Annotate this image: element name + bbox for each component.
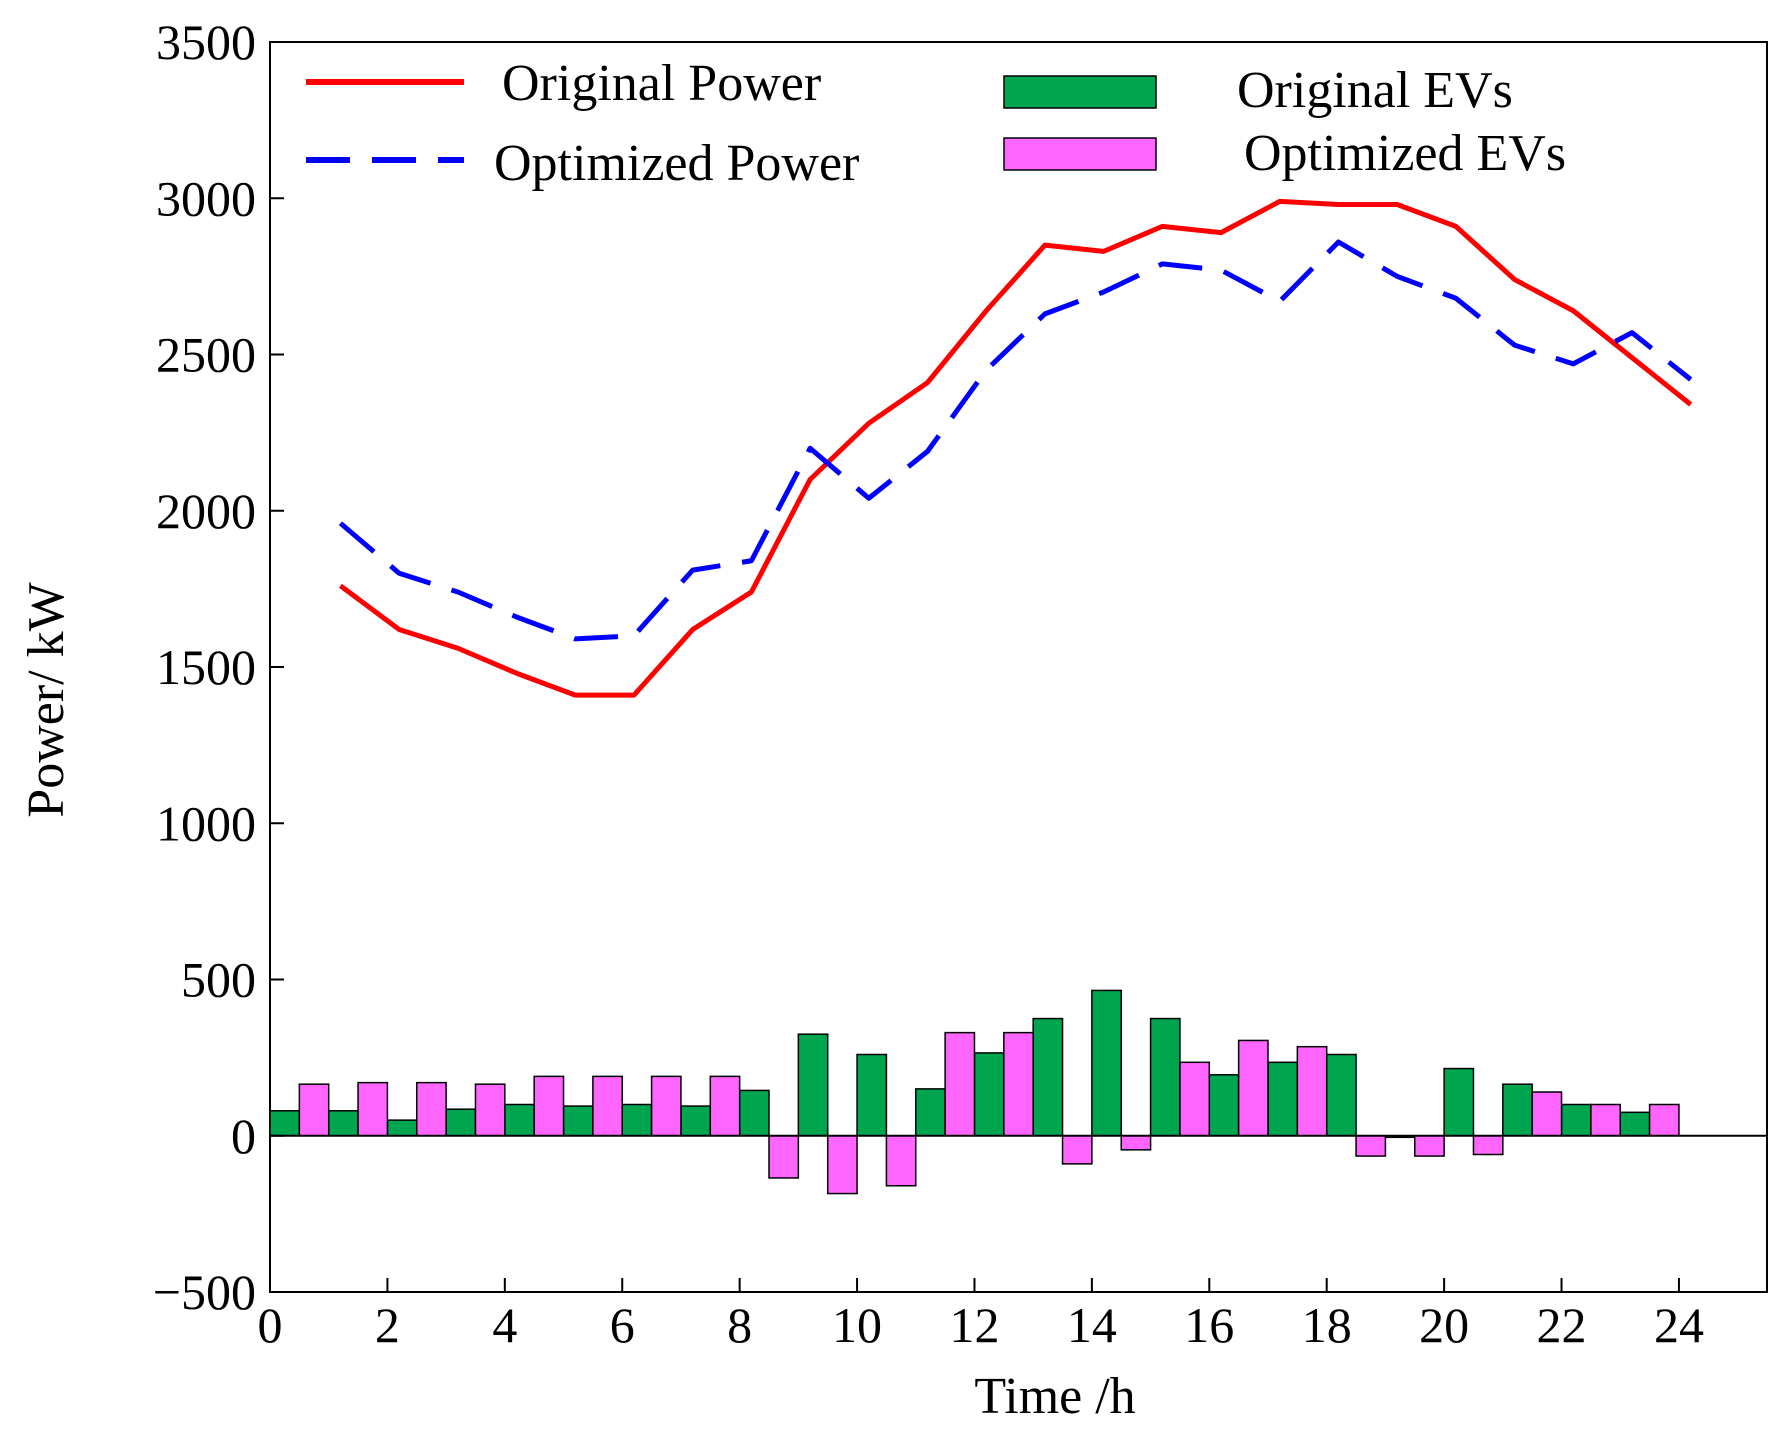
y-tick-label: 1000 [156,795,256,851]
bar-optimized-evs-18 [1297,1047,1326,1136]
y-tick-label: −500 [153,1264,256,1320]
x-tick-label: 22 [1537,1297,1587,1353]
bar-optimized-evs-21 [1473,1136,1502,1155]
bar-original-evs-9 [740,1090,769,1135]
y-tick-label: 2000 [156,483,256,539]
line-original-power [340,201,1690,695]
x-tick-label: 14 [1067,1297,1117,1353]
bar-original-evs-22 [1503,1084,1532,1136]
x-tick-label: 8 [727,1297,752,1353]
y-tick-label: 0 [231,1108,256,1164]
x-tick-label: 24 [1654,1297,1704,1353]
bar-optimized-evs-5 [534,1076,563,1135]
x-axis-title: Time /h [974,1368,1135,1425]
legend-label-original-power: Original Power [502,55,821,112]
x-tick-label: 2 [375,1297,400,1353]
bar-original-evs-1 [270,1111,299,1136]
bar-original-evs-5 [505,1105,534,1136]
line-optimized-power [340,242,1690,639]
bar-original-evs-8 [681,1106,710,1136]
bar-optimized-evs-6 [593,1076,622,1135]
x-tick-label: 0 [258,1297,283,1353]
legend-swatch-optimized-evs [1004,138,1156,170]
bar-optimized-evs-8 [710,1076,739,1135]
y-tick-label: 2500 [156,327,256,383]
bar-original-evs-17 [1209,1075,1238,1136]
bar-optimized-evs-11 [886,1136,915,1186]
bar-original-evs-19 [1327,1055,1356,1136]
y-tick-label: 500 [181,952,256,1008]
bar-original-evs-12 [916,1089,945,1136]
bar-optimized-evs-22 [1532,1092,1561,1136]
bar-original-evs-15 [1092,990,1121,1135]
bar-optimized-evs-3 [417,1083,446,1136]
x-tick-label: 4 [492,1297,517,1353]
legend-swatch-original-evs [1004,76,1156,108]
bar-original-evs-21 [1444,1069,1473,1136]
x-tick-label: 20 [1419,1297,1469,1353]
bar-original-evs-24 [1620,1112,1649,1135]
bar-original-evs-18 [1268,1062,1297,1135]
bar-original-evs-6 [564,1106,593,1136]
bar-original-evs-3 [387,1120,416,1136]
bar-original-evs-4 [446,1109,475,1136]
x-tick-label: 10 [832,1297,882,1353]
bar-optimized-evs-14 [1063,1136,1092,1164]
bar-optimized-evs-20 [1415,1136,1444,1156]
bar-optimized-evs-19 [1356,1136,1385,1156]
bar-optimized-evs-4 [475,1084,504,1136]
bar-original-evs-10 [798,1034,827,1136]
x-tick-label: 12 [949,1297,999,1353]
legend: Original Power Optimized Power Original … [306,55,1566,192]
bar-optimized-evs-9 [769,1136,798,1178]
y-tick-label: 3500 [156,14,256,70]
legend-label-optimized-evs: Optimized EVs [1244,125,1566,182]
bar-optimized-evs-23 [1591,1105,1620,1136]
y-tick-label: 3000 [156,170,256,226]
bar-original-evs-14 [1033,1019,1062,1136]
x-tick-label: 6 [610,1297,635,1353]
bar-optimized-evs-17 [1239,1040,1268,1135]
bar-optimized-evs-15 [1121,1136,1150,1150]
bar-original-evs-2 [329,1111,358,1136]
lines-layer [340,201,1690,695]
bar-optimized-evs-12 [945,1033,974,1136]
bar-original-evs-13 [974,1053,1003,1136]
bar-original-evs-16 [1151,1019,1180,1136]
bar-optimized-evs-2 [358,1083,387,1136]
bar-optimized-evs-13 [1004,1033,1033,1136]
bar-original-evs-7 [622,1105,651,1136]
legend-label-original-evs: Original EVs [1237,62,1513,119]
bar-optimized-evs-10 [828,1136,857,1194]
bar-optimized-evs-24 [1650,1105,1679,1136]
bar-optimized-evs-7 [652,1076,681,1135]
bar-original-evs-23 [1562,1105,1591,1136]
legend-label-optimized-power: Optimized Power [494,135,859,192]
y-axis-title: Power/ kW [18,582,75,817]
bar-optimized-evs-1 [299,1084,328,1136]
x-tick-label: 18 [1302,1297,1352,1353]
bar-original-evs-11 [857,1055,886,1136]
power-chart: −50005001000150020002500300035000 2 4 6 8 10 1… [0,0,1787,1438]
bar-optimized-evs-16 [1180,1062,1209,1135]
x-tick-label: 16 [1184,1297,1234,1353]
bars-layer [270,990,1679,1193]
y-tick-label: 1500 [156,639,256,695]
